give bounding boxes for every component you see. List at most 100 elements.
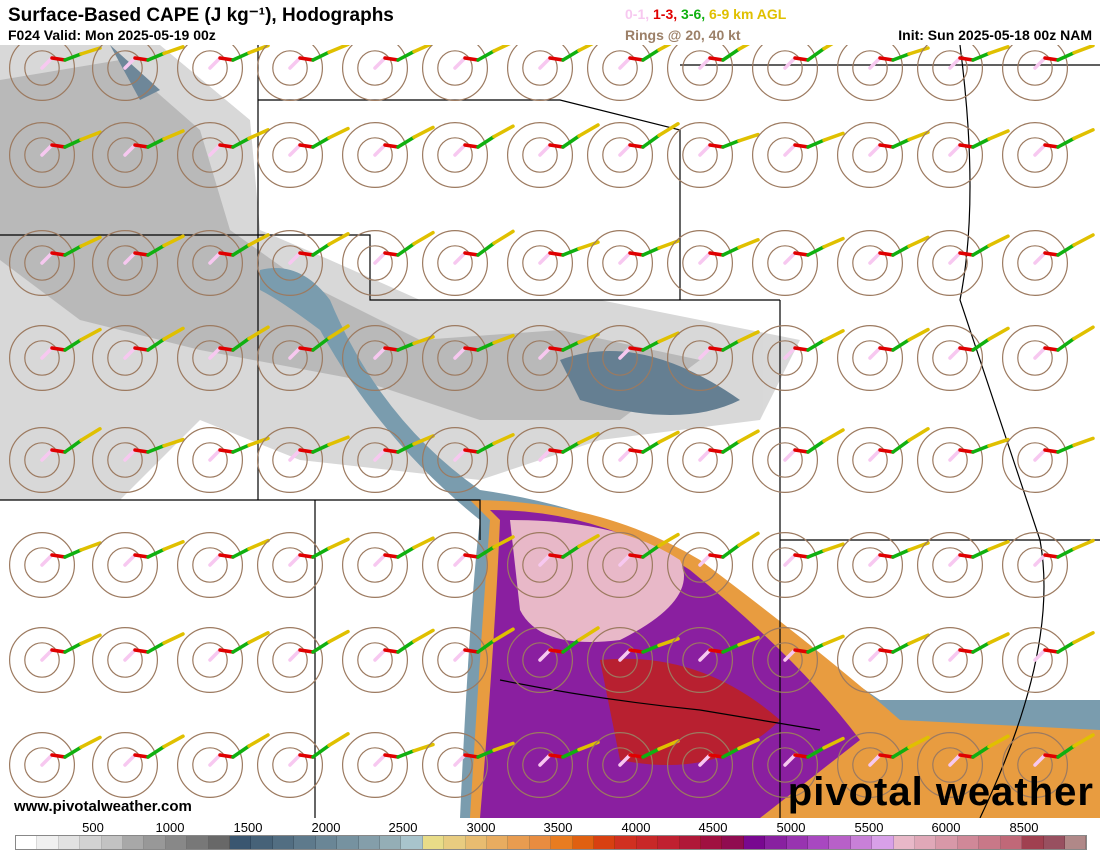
hodograph <box>177 531 270 598</box>
colorbar-cell <box>422 836 445 849</box>
colorbar-cell <box>80 836 102 849</box>
hodograph <box>916 230 1010 297</box>
hodograph <box>751 626 845 693</box>
colorbar-cell <box>915 836 937 849</box>
colorbar-cell <box>486 836 509 849</box>
hodograph <box>342 531 435 598</box>
init-time: Init: Sun 2025-05-18 00z NAM <box>898 27 1092 43</box>
colorbar-cell <box>808 836 830 849</box>
hodograph <box>8 121 102 189</box>
hodograph <box>91 626 185 693</box>
hodograph <box>91 230 185 297</box>
hodograph <box>92 45 185 101</box>
map-title: Surface-Based CAPE (J kg⁻¹), Hodographs <box>8 5 394 26</box>
hodograph <box>1001 626 1095 693</box>
hodograph <box>1001 731 1095 798</box>
hodograph <box>342 626 435 693</box>
colorbar-cell <box>123 836 145 849</box>
hodograph <box>836 230 930 297</box>
hodograph <box>257 121 350 189</box>
hodograph <box>422 731 515 798</box>
colorbar-label: 3000 <box>466 820 496 835</box>
hodograph <box>257 427 350 494</box>
colorbar-label: 500 <box>82 820 104 835</box>
website-label: www.pivotalweather.com <box>14 798 192 815</box>
colorbar-label: 1500 <box>233 820 263 835</box>
colorbar-cell <box>1064 836 1087 849</box>
hodograph <box>91 121 185 189</box>
colorbar-cell <box>679 836 701 849</box>
hodograph <box>666 731 760 798</box>
hodograph <box>836 626 930 693</box>
hodograph <box>422 229 515 297</box>
colorbar-cell <box>529 836 552 849</box>
hodograph <box>257 324 350 392</box>
colorbar-cell <box>636 836 659 849</box>
hodograph <box>916 427 1010 494</box>
hodograph <box>342 427 435 494</box>
hodograph <box>257 626 350 693</box>
hodograph <box>507 731 600 798</box>
colorbar-cell <box>294 836 316 849</box>
legend-3-6: 3-6, <box>681 6 706 22</box>
colorbar-cell <box>979 836 1001 849</box>
hodograph <box>667 45 750 101</box>
hodograph <box>916 626 1010 693</box>
colorbar-cell <box>315 836 338 849</box>
cape-map[interactable] <box>0 45 1100 818</box>
colorbar-label: 2500 <box>388 820 418 835</box>
hodograph <box>916 531 1010 598</box>
colorbar-cell <box>743 836 766 849</box>
hodograph <box>587 45 672 101</box>
colorbar-label: 4000 <box>621 820 651 835</box>
colorbar-label: 8500 <box>1009 820 1039 835</box>
colorbar-cell <box>230 836 252 849</box>
hodograph <box>917 45 1010 101</box>
hodograph <box>91 531 185 598</box>
hodograph <box>752 45 834 101</box>
colorbar-cell <box>551 836 573 849</box>
hodograph <box>507 45 594 101</box>
colorbar-cell <box>337 836 359 849</box>
colorbar-label: 5000 <box>776 820 806 835</box>
hodograph <box>836 325 930 392</box>
hodograph <box>751 731 845 798</box>
hodograph <box>91 731 185 798</box>
hodograph <box>91 427 185 494</box>
hodograph <box>342 121 435 189</box>
state-borders <box>0 45 1100 818</box>
hodograph <box>666 121 760 189</box>
hodograph <box>257 531 350 598</box>
colorbar-cell <box>765 836 787 849</box>
colorbar-cell <box>187 836 209 849</box>
hodograph <box>507 427 600 494</box>
hodograph <box>751 531 845 598</box>
hodograph <box>837 45 930 101</box>
colorbar-cell <box>251 836 273 849</box>
hodograph <box>177 230 270 297</box>
hodograph <box>586 731 680 798</box>
hodograph <box>177 325 270 392</box>
hodograph <box>507 121 600 189</box>
hodograph <box>1001 531 1095 598</box>
colorbar-cell <box>701 836 723 849</box>
colorbar-label: 2000 <box>311 820 341 835</box>
hodograph <box>422 45 511 101</box>
colorbar-cell <box>272 836 295 849</box>
hodograph <box>666 531 760 598</box>
colorbar-cell <box>465 836 487 849</box>
colorbar-cell <box>893 836 916 849</box>
colorbar-cell <box>1000 836 1023 849</box>
colorbar-cell <box>615 836 637 849</box>
valid-time: F024 Valid: Mon 2025-05-19 00z <box>8 27 216 43</box>
colorbar-cell <box>101 836 124 849</box>
colorbar-cell <box>658 836 680 849</box>
hodograph <box>586 427 680 494</box>
hodograph <box>177 626 270 693</box>
colorbar-cell <box>358 836 380 849</box>
hodograph <box>257 45 350 101</box>
colorbar-cell <box>872 836 894 849</box>
hodograph <box>1002 45 1095 101</box>
colorbar-cell <box>936 836 958 849</box>
hodograph <box>751 121 845 189</box>
